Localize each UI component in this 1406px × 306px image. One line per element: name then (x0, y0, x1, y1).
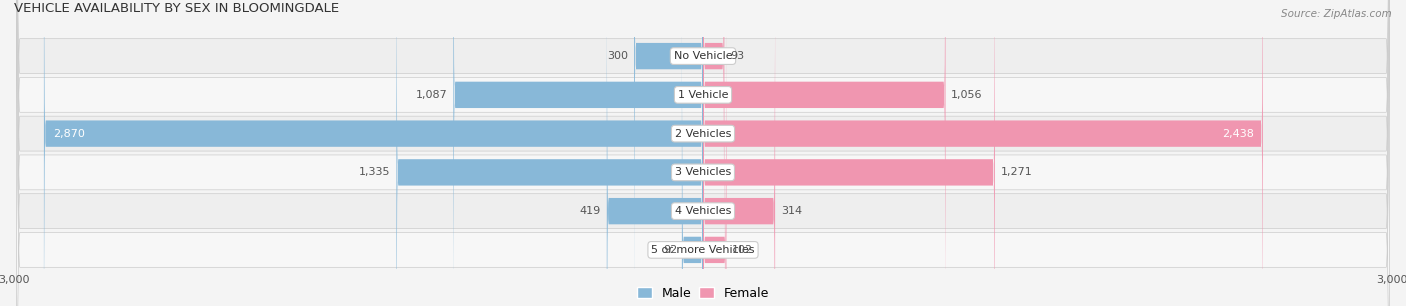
FancyBboxPatch shape (703, 0, 727, 306)
FancyBboxPatch shape (607, 0, 703, 306)
Text: VEHICLE AVAILABILITY BY SEX IN BLOOMINGDALE: VEHICLE AVAILABILITY BY SEX IN BLOOMINGD… (14, 2, 339, 15)
FancyBboxPatch shape (703, 0, 724, 306)
Text: 1,271: 1,271 (1001, 167, 1032, 177)
Text: 4 Vehicles: 4 Vehicles (675, 206, 731, 216)
Text: 2,438: 2,438 (1222, 129, 1254, 139)
FancyBboxPatch shape (17, 0, 1389, 306)
Text: Source: ZipAtlas.com: Source: ZipAtlas.com (1281, 9, 1392, 19)
Text: 1,087: 1,087 (416, 90, 447, 100)
FancyBboxPatch shape (703, 0, 775, 306)
Text: 2 Vehicles: 2 Vehicles (675, 129, 731, 139)
Text: 1 Vehicle: 1 Vehicle (678, 90, 728, 100)
FancyBboxPatch shape (17, 0, 1389, 306)
FancyBboxPatch shape (17, 0, 1389, 306)
Text: 419: 419 (579, 206, 600, 216)
Text: 102: 102 (733, 245, 754, 255)
FancyBboxPatch shape (44, 0, 703, 306)
Text: 93: 93 (730, 51, 744, 61)
FancyBboxPatch shape (703, 0, 1263, 306)
FancyBboxPatch shape (17, 0, 1389, 306)
Text: 1,335: 1,335 (359, 167, 391, 177)
FancyBboxPatch shape (453, 0, 703, 306)
Text: No Vehicle: No Vehicle (673, 51, 733, 61)
Legend: Male, Female: Male, Female (631, 282, 775, 305)
FancyBboxPatch shape (682, 0, 703, 306)
FancyBboxPatch shape (703, 0, 995, 306)
Text: 5 or more Vehicles: 5 or more Vehicles (651, 245, 755, 255)
Text: 314: 314 (780, 206, 801, 216)
Text: 2,870: 2,870 (53, 129, 84, 139)
Text: 3 Vehicles: 3 Vehicles (675, 167, 731, 177)
FancyBboxPatch shape (17, 0, 1389, 306)
FancyBboxPatch shape (17, 0, 1389, 306)
FancyBboxPatch shape (634, 0, 703, 306)
FancyBboxPatch shape (396, 0, 703, 306)
FancyBboxPatch shape (703, 0, 945, 306)
Text: 300: 300 (607, 51, 628, 61)
Text: 92: 92 (664, 245, 678, 255)
Text: 1,056: 1,056 (952, 90, 983, 100)
